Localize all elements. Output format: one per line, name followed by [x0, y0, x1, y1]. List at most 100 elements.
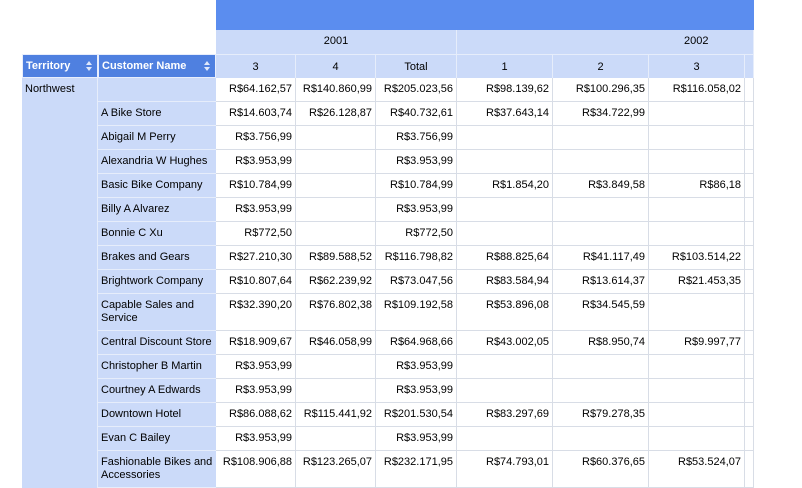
pad-cell	[745, 150, 754, 174]
value-cell	[649, 198, 745, 222]
column-header: 2	[553, 54, 649, 78]
customer-name: Fashionable Bikes and Accessories	[98, 451, 216, 488]
customer-name: Downtown Hotel	[98, 403, 216, 427]
corner	[22, 30, 216, 54]
territory: Northwest	[22, 78, 98, 488]
value-cell	[296, 198, 376, 222]
field-button[interactable]: Territory	[22, 54, 98, 78]
value-cell	[553, 222, 649, 246]
value-cell: R$3.953,99	[376, 150, 457, 174]
pivot-table: 2001 2002 Territory Customer Name 3 4 Total 1 2 3…	[22, 0, 754, 488]
value-cell	[457, 126, 553, 150]
value-cell: R$60.376,65	[553, 451, 649, 488]
customer-name: Christopher B Martin	[98, 355, 216, 379]
value-cell: R$9.997,77	[649, 331, 745, 355]
value-cell: R$88.825,64	[457, 246, 553, 270]
pad-cell	[745, 331, 754, 355]
value-cell: R$772,50	[376, 222, 457, 246]
field-button[interactable]: Customer Name	[98, 54, 216, 78]
value-cell	[649, 294, 745, 331]
customer-name: Central Discount Store	[98, 331, 216, 355]
customer-name: Evan C Bailey	[98, 427, 216, 451]
value-cell: R$21.453,35	[649, 270, 745, 294]
value-cell: R$1.854,20	[457, 174, 553, 198]
value-cell: R$3.849,58	[553, 174, 649, 198]
value-cell: R$74.793,01	[457, 451, 553, 488]
page: 2001 2002 Territory Customer Name 3 4 Total 1 2 3…	[22, 0, 754, 488]
value-cell	[649, 427, 745, 451]
value-cell: R$41.117,49	[553, 246, 649, 270]
value-cell	[649, 379, 745, 403]
value-cell: R$205.023,56	[376, 78, 457, 102]
value-cell: R$3.953,99	[216, 355, 296, 379]
column-header: 3	[216, 54, 296, 78]
value-cell: R$3.953,99	[216, 150, 296, 174]
customer-name: Alexandria W Hughes	[98, 150, 216, 174]
value-cell	[553, 198, 649, 222]
value-cell	[649, 222, 745, 246]
pad-cell	[745, 222, 754, 246]
column-header-pad	[745, 54, 754, 78]
value-cell: R$3.953,99	[216, 427, 296, 451]
value-cell: R$83.297,69	[457, 403, 553, 427]
value-cell	[649, 150, 745, 174]
customer-name: Brightwork Company	[98, 270, 216, 294]
value-cell	[296, 355, 376, 379]
column-header: 1	[457, 54, 553, 78]
value-cell: R$3.953,99	[376, 427, 457, 451]
value-cell: R$40.732,61	[376, 102, 457, 126]
value-cell: R$79.278,35	[553, 403, 649, 427]
pad-cell	[745, 451, 754, 488]
value-cell	[553, 427, 649, 451]
corner	[22, 0, 216, 30]
value-cell	[649, 355, 745, 379]
value-cell: R$123.265,07	[296, 451, 376, 488]
value-cell: R$73.047,56	[376, 270, 457, 294]
value-cell: R$3.953,99	[216, 198, 296, 222]
value-cell	[649, 102, 745, 126]
pad-cell	[745, 246, 754, 270]
pad-cell	[745, 126, 754, 150]
pad-cell	[745, 403, 754, 427]
customer-name: Brakes and Gears	[98, 246, 216, 270]
value-cell: R$53.524,07	[649, 451, 745, 488]
value-cell: R$34.722,99	[553, 102, 649, 126]
value-cell: R$37.643,14	[457, 102, 553, 126]
pad-cell	[745, 355, 754, 379]
value-cell: R$232.171,95	[376, 451, 457, 488]
pad-cell	[745, 427, 754, 451]
pad-cell	[745, 102, 754, 126]
customer-name: Basic Bike Company	[98, 174, 216, 198]
pad-cell	[745, 379, 754, 403]
value-cell: R$772,50	[216, 222, 296, 246]
value-cell	[457, 355, 553, 379]
value-cell: R$26.128,87	[296, 102, 376, 126]
value-cell: R$86,18	[649, 174, 745, 198]
customer-name: Capable Sales and Service	[98, 294, 216, 331]
value-cell: R$3.953,99	[376, 355, 457, 379]
customer-name: Courtney A Edwards	[98, 379, 216, 403]
value-cell	[457, 222, 553, 246]
value-cell: R$13.614,37	[553, 270, 649, 294]
value-cell: R$18.909,67	[216, 331, 296, 355]
value-cell: R$98.139,62	[457, 78, 553, 102]
customer-name: Bonnie C Xu	[98, 222, 216, 246]
value-cell: R$34.545,59	[553, 294, 649, 331]
column-header: 3	[649, 54, 745, 78]
value-cell: R$27.210,30	[216, 246, 296, 270]
column-header: Total	[376, 54, 457, 78]
customer-name: Abigail M Perry	[98, 126, 216, 150]
value-cell: R$100.296,35	[553, 78, 649, 102]
pad-cell	[745, 78, 754, 102]
value-cell	[553, 379, 649, 403]
value-cell: R$3.953,99	[376, 379, 457, 403]
value-cell	[457, 150, 553, 174]
value-cell: R$8.950,74	[553, 331, 649, 355]
year-header: 2002	[457, 30, 754, 54]
value-cell	[553, 355, 649, 379]
value-cell: R$76.802,38	[296, 294, 376, 331]
value-cell: R$83.584,94	[457, 270, 553, 294]
value-cell: R$3.756,99	[216, 126, 296, 150]
value-cell: R$46.058,99	[296, 331, 376, 355]
value-cell	[296, 427, 376, 451]
